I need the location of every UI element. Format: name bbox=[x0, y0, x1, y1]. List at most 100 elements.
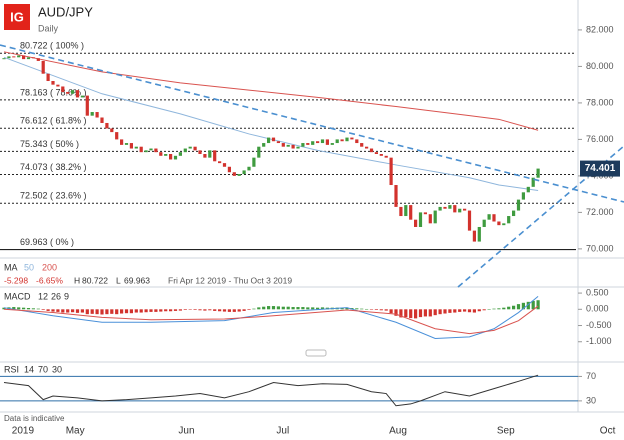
macd-bar bbox=[46, 309, 50, 311]
candle bbox=[384, 155, 388, 158]
macd-bar bbox=[105, 309, 109, 315]
candle bbox=[149, 148, 153, 151]
candle bbox=[320, 139, 325, 144]
macd-bar bbox=[242, 309, 246, 311]
candle bbox=[492, 214, 496, 222]
macd-bar bbox=[487, 309, 491, 310]
candle bbox=[257, 146, 261, 158]
candle bbox=[355, 139, 359, 144]
candle bbox=[467, 210, 472, 231]
macd-bar bbox=[281, 306, 285, 310]
trend-line bbox=[0, 44, 624, 203]
macd-bar bbox=[188, 309, 192, 310]
candle bbox=[80, 95, 84, 98]
macd-bar bbox=[477, 309, 481, 312]
candle bbox=[374, 152, 378, 154]
macd-bar bbox=[291, 307, 295, 310]
macd-bar bbox=[512, 305, 516, 310]
candle bbox=[325, 139, 329, 145]
macd-bar bbox=[286, 306, 290, 310]
y-tick-label: 78.000 bbox=[586, 97, 614, 107]
candle bbox=[526, 186, 530, 193]
macd-bar bbox=[516, 304, 521, 310]
x-tick-label: May bbox=[66, 426, 85, 437]
candle bbox=[360, 143, 364, 147]
macd-bar bbox=[267, 306, 271, 310]
candle bbox=[301, 143, 305, 147]
y-tick-label: 82.000 bbox=[586, 24, 614, 34]
macd-bar bbox=[428, 309, 432, 317]
candle bbox=[340, 139, 344, 142]
candle bbox=[85, 95, 89, 116]
macd-bar bbox=[247, 309, 251, 310]
candle bbox=[443, 206, 447, 209]
macd-bar bbox=[316, 307, 320, 310]
candle bbox=[213, 150, 217, 162]
macd-bar bbox=[227, 309, 231, 312]
macd-param: 9 bbox=[64, 291, 69, 301]
candle bbox=[36, 58, 40, 61]
candle bbox=[286, 144, 290, 147]
candle bbox=[438, 206, 442, 211]
candle bbox=[66, 91, 70, 94]
macd-bar bbox=[262, 306, 266, 310]
candle bbox=[100, 117, 104, 123]
macd-bar bbox=[110, 309, 114, 314]
candle bbox=[536, 168, 540, 178]
macd-bar bbox=[80, 309, 84, 313]
candle bbox=[311, 141, 315, 145]
fib-label: 69.963 ( 0% ) bbox=[20, 237, 74, 247]
candle bbox=[193, 146, 197, 151]
info-change-pct: -6.65% bbox=[36, 275, 63, 285]
candle bbox=[51, 81, 55, 85]
macd-bar bbox=[296, 307, 300, 310]
macd-bar bbox=[423, 309, 427, 317]
macd-bar bbox=[320, 307, 325, 310]
candle bbox=[306, 143, 310, 145]
collapse-button[interactable] bbox=[305, 349, 327, 357]
candle bbox=[379, 153, 383, 156]
fib-label: 72.502 ( 23.6% ) bbox=[20, 191, 87, 201]
fib-label: 76.612 ( 61.8% ) bbox=[20, 116, 87, 126]
candle bbox=[222, 163, 227, 167]
macd-bar bbox=[12, 307, 16, 310]
fib-label: 75.343 ( 50% ) bbox=[20, 139, 79, 149]
candle bbox=[507, 216, 511, 224]
macd-bar bbox=[169, 309, 173, 312]
candle bbox=[345, 137, 349, 142]
macd-bar bbox=[193, 309, 197, 310]
y-tick-label: -1.000 bbox=[586, 336, 612, 346]
macd-bar bbox=[75, 309, 80, 313]
logo-box bbox=[4, 4, 30, 30]
rsi-line bbox=[3, 374, 539, 407]
macd-bar bbox=[56, 309, 60, 312]
macd-bar bbox=[139, 309, 143, 313]
macd-bar bbox=[90, 309, 94, 314]
macd-bar bbox=[213, 309, 217, 311]
y-tick-label: 72.000 bbox=[586, 207, 614, 217]
macd-bar bbox=[85, 309, 89, 315]
macd-bar bbox=[66, 309, 70, 313]
y-tick-label: 70.000 bbox=[586, 243, 614, 253]
info-change: -5.298 bbox=[4, 275, 28, 285]
candle bbox=[472, 230, 476, 242]
macd-bar bbox=[389, 309, 393, 314]
candle bbox=[110, 128, 114, 133]
macd-bar bbox=[301, 307, 305, 310]
rsi-param: 14 bbox=[24, 364, 34, 374]
macd-bar bbox=[433, 309, 437, 316]
legend-entry: 200 bbox=[42, 262, 57, 272]
candle bbox=[7, 56, 11, 59]
candle bbox=[237, 174, 241, 176]
macd-bar bbox=[502, 307, 506, 310]
candle bbox=[71, 90, 75, 94]
macd-bar bbox=[399, 309, 403, 318]
plot-layer: 70.00072.00074.00076.00078.00080.00082.0… bbox=[0, 24, 624, 437]
macd-bar bbox=[100, 309, 104, 315]
macd-line bbox=[3, 295, 539, 340]
info-high-label: H bbox=[74, 275, 80, 285]
y-tick-label: 0.500 bbox=[586, 287, 609, 297]
candle bbox=[394, 185, 398, 207]
candle bbox=[497, 221, 501, 226]
